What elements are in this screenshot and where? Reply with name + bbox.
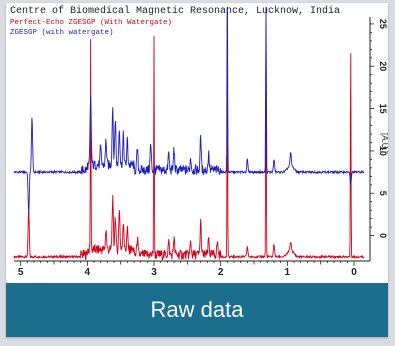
y-tick-label: 5 [378, 191, 388, 196]
x-tick-label: 4 [85, 267, 91, 278]
x-tick-label: 2 [218, 267, 224, 278]
y-axis-label: [A.U.] [380, 133, 388, 153]
spectrum-series-blue [13, 6, 365, 215]
x-tick-label: 5 [18, 267, 24, 278]
legend-entry-red: Perfect-Echo ZGESGP (With Watergate) [10, 19, 172, 27]
footer-banner: Raw data [6, 283, 388, 337]
y-tick-label: 10 [378, 146, 388, 156]
x-tick-label: 3 [151, 267, 157, 278]
legend-entry-blue: ZGESGP (with watergate) [10, 29, 114, 37]
chart-title: Centre of Biomedical Magnetic Resonance,… [10, 5, 340, 17]
x-tick-label: 0 [351, 267, 357, 278]
nmr-spectrum-chart: Centre of Biomedical Magnetic Resonance,… [10, 5, 388, 278]
y-tick-label: 15 [378, 104, 388, 114]
y-tick-label: 0 [378, 233, 388, 238]
figure-card: Centre of Biomedical Magnetic Resonance,… [6, 3, 388, 337]
y-tick-label: 25 [378, 19, 388, 29]
spectrum-series-red [13, 35, 365, 261]
y-tick-label: 20 [378, 61, 388, 71]
footer-label: Raw data [150, 297, 244, 322]
x-tick-label: 1 [285, 267, 291, 278]
